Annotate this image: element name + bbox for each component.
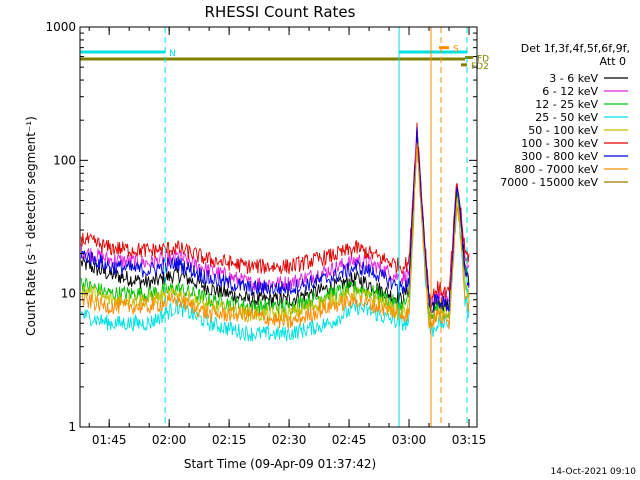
y-tick-label: 10	[61, 287, 76, 301]
x-tick-label: 02:45	[332, 433, 367, 447]
legend-header-1: Att 0	[600, 55, 626, 68]
legend-header-0: Det 1f,3f,4f,5f,6f,9f,	[521, 42, 630, 55]
legend-entry-4: 50 - 100 keV	[528, 124, 598, 137]
y-tick-label: 1000	[45, 20, 76, 34]
footer-timestamp: 14-Oct-2021 09:10	[551, 467, 637, 477]
legend-entry-3: 25 - 50 keV	[535, 111, 598, 124]
annotation-label-3: S	[453, 45, 459, 55]
chart-title: RHESSI Count Rates	[205, 3, 356, 21]
series-line-5	[80, 122, 470, 307]
series-line-7	[81, 142, 470, 330]
series-line-3	[80, 140, 470, 342]
series-line-2	[80, 133, 470, 327]
annotation-label-0: N	[169, 49, 176, 59]
legend-entry-2: 12 - 25 keV	[535, 98, 598, 111]
x-tick-label: 03:00	[392, 433, 427, 447]
annotation-label-4: FD	[477, 55, 489, 65]
x-tick-label: 02:00	[152, 433, 187, 447]
legend-entry-5: 100 - 300 keV	[521, 137, 598, 150]
legend-entry-7: 800 - 7000 keV	[514, 163, 598, 176]
y-axis-label: Count Rate (s⁻¹ detector segment⁻¹)	[24, 116, 38, 336]
legend-entry-8: 7000 - 15000 keV	[500, 176, 598, 189]
legend-entry-0: 3 - 6 keV	[549, 72, 598, 85]
x-tick-label: 03:15	[452, 433, 487, 447]
axis-ticks: 1 10 100 1000 01:45 02:00 02:15 02:30 02:45 03:00…	[45, 20, 486, 447]
series-layer	[80, 122, 470, 342]
annotation-label-5: FD2	[471, 62, 489, 72]
legend-entry-1: 6 - 12 keV	[542, 85, 598, 98]
series-line-6	[80, 127, 470, 313]
x-tick-label: 01:45	[92, 433, 127, 447]
plot-frame	[79, 26, 478, 428]
y-tick-label: 100	[53, 153, 76, 167]
x-tick-label: 02:30	[272, 433, 307, 447]
y-tick-label: 1	[68, 420, 76, 434]
x-tick-label: 02:15	[212, 433, 247, 447]
legend-entry-6: 300 - 800 keV	[521, 150, 598, 163]
x-axis-label: Start Time (09-Apr-09 01:37:42)	[184, 457, 376, 471]
